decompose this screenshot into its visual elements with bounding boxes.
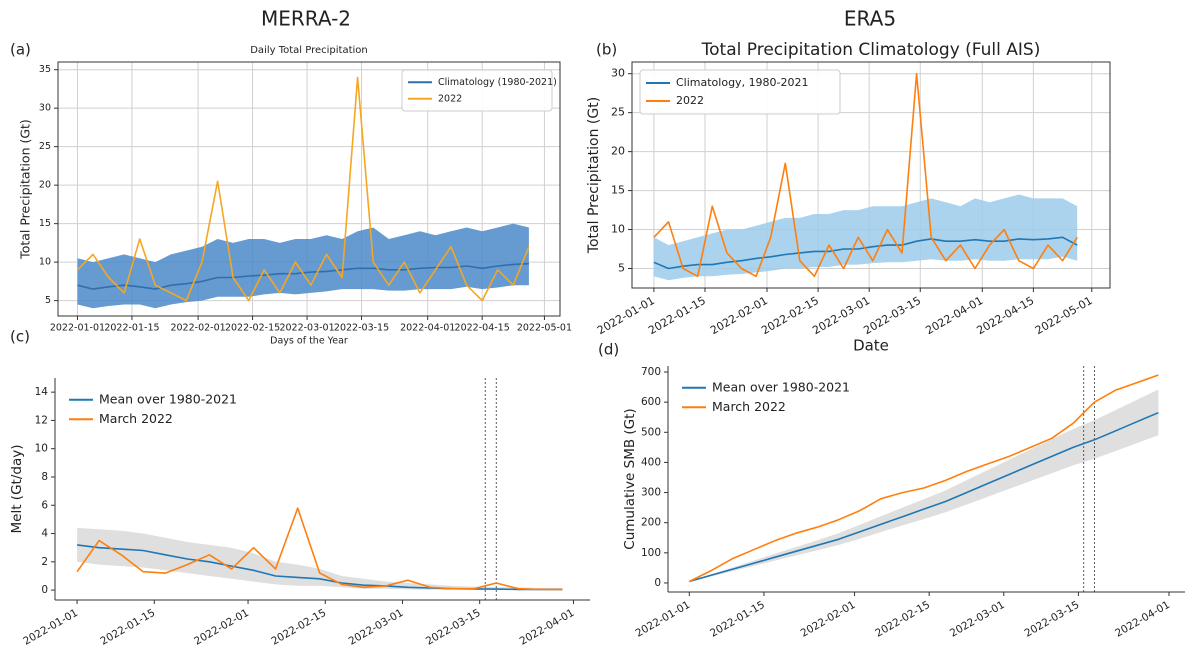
y-tick-label: 25 bbox=[611, 106, 625, 119]
y-tick-label: 30 bbox=[39, 103, 51, 114]
y-tick-label: 400 bbox=[641, 456, 661, 468]
y-tick-label: 200 bbox=[641, 517, 661, 529]
y-tick-label: 500 bbox=[641, 426, 661, 438]
column-title: MERRA-2 bbox=[261, 7, 351, 31]
x-axis-label: Days of the Year bbox=[270, 336, 348, 347]
plot-frame bbox=[631, 61, 1111, 289]
y-axis-label: Total Precipitation (Gt) bbox=[18, 119, 33, 260]
series-line bbox=[76, 544, 563, 591]
y-tick-label: 8 bbox=[41, 471, 48, 483]
y-tick-label: 10 bbox=[611, 223, 625, 236]
y-tick-label: 10 bbox=[35, 443, 48, 455]
y-tick-label: 300 bbox=[641, 487, 661, 499]
x-tick-label: 2022-04-01 bbox=[400, 323, 455, 334]
chart-title: Total Precipitation Climatology (Full AI… bbox=[701, 40, 1041, 60]
series-line bbox=[653, 72, 1078, 278]
y-tick-label: 700 bbox=[641, 366, 661, 378]
y-tick-label: 600 bbox=[641, 396, 661, 408]
x-axis-label: Date bbox=[853, 337, 889, 355]
legend-label: March 2022 bbox=[712, 399, 786, 414]
series-line bbox=[76, 507, 563, 591]
y-axis-label: Cumulative SMB (Gt) bbox=[622, 408, 638, 549]
y-tick-label: 6 bbox=[41, 499, 48, 511]
series-line bbox=[689, 411, 1159, 583]
y-tick-label: 0 bbox=[41, 584, 48, 596]
band bbox=[77, 527, 563, 591]
legend-label: 2022 bbox=[676, 94, 704, 107]
y-tick-label: 12 bbox=[35, 414, 48, 426]
y-tick-label: 15 bbox=[611, 184, 625, 197]
series-line bbox=[688, 374, 1159, 583]
x-tick-label: 2022-04-15 bbox=[455, 323, 510, 334]
x-tick-label: 2022-03-15 bbox=[334, 323, 389, 334]
legend-label: Climatology (1980-2021) bbox=[438, 77, 557, 88]
y-tick-label: 2 bbox=[41, 556, 48, 568]
y-tick-label: 0 bbox=[654, 577, 661, 589]
panel-label: (a) bbox=[10, 41, 31, 59]
legend-label: Mean over 1980-2021 bbox=[99, 391, 237, 406]
column-title: ERA5 bbox=[844, 7, 896, 31]
y-tick-label: 20 bbox=[611, 145, 625, 158]
legend-label: Mean over 1980-2021 bbox=[712, 379, 850, 394]
x-tick-label: 2022-01-01 bbox=[50, 323, 105, 334]
y-tick-label: 5 bbox=[618, 262, 625, 275]
x-tick-label: 2022-05-01 bbox=[517, 323, 572, 334]
legend-label: Climatology, 1980-2021 bbox=[676, 76, 809, 89]
y-axis-label: Melt (Gt/day) bbox=[9, 445, 25, 534]
chart-title: Daily Total Precipitation bbox=[250, 45, 368, 56]
legend-label: 2022 bbox=[438, 93, 462, 104]
band bbox=[77, 223, 529, 309]
y-tick-label: 10 bbox=[39, 257, 51, 268]
x-tick-label: 2022-03-01 bbox=[279, 323, 334, 334]
x-tick-label: 2022-02-15 bbox=[225, 323, 280, 334]
legend-box bbox=[639, 69, 841, 115]
y-tick-label: 25 bbox=[39, 141, 51, 152]
y-tick-label: 100 bbox=[641, 547, 661, 559]
y-tick-label: 14 bbox=[35, 386, 49, 398]
y-tick-label: 5 bbox=[45, 295, 51, 306]
y-tick-label: 35 bbox=[39, 64, 51, 75]
y-tick-label: 20 bbox=[39, 180, 51, 191]
x-tick-label: 2022-01-15 bbox=[104, 323, 159, 334]
y-tick-label: 4 bbox=[41, 528, 48, 540]
series-line bbox=[76, 76, 530, 302]
y-tick-label: 15 bbox=[39, 218, 51, 229]
y-axis-label: Total Precipitation (Gt) bbox=[586, 97, 602, 254]
y-tick-label: 30 bbox=[611, 67, 625, 80]
plot-frame bbox=[57, 61, 561, 317]
panel-label: (c) bbox=[10, 328, 30, 346]
panel-label: (d) bbox=[598, 341, 619, 359]
panel-label: (b) bbox=[596, 41, 617, 59]
legend-label: March 2022 bbox=[99, 411, 173, 426]
x-tick-label: 2022-02-01 bbox=[170, 323, 225, 334]
legend-box bbox=[401, 69, 553, 112]
